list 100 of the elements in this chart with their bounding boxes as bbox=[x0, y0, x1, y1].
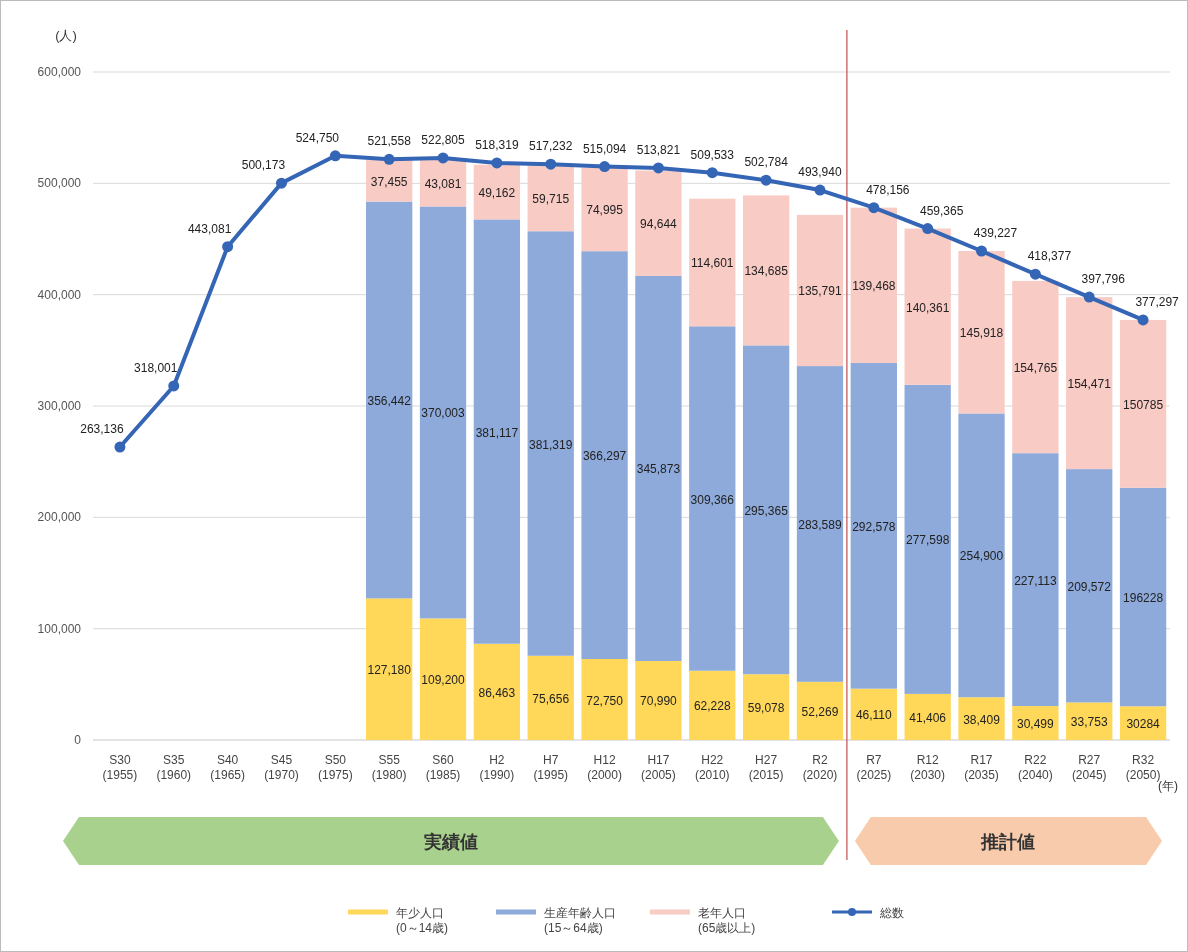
point bbox=[706, 167, 718, 179]
y-tick-label: 300,000 bbox=[37, 399, 82, 413]
bar bbox=[796, 366, 844, 682]
x-tick-label: S30 (1955) bbox=[102, 753, 138, 782]
bar bbox=[958, 697, 1005, 740]
point bbox=[760, 174, 772, 186]
data-label: 318,001 bbox=[134, 360, 178, 375]
x-tick-label: H12 (2000) bbox=[587, 753, 622, 782]
data-label: 59,715 bbox=[532, 191, 570, 206]
data-label: 517,232 bbox=[529, 139, 573, 154]
data-label: 356,442 bbox=[367, 393, 412, 408]
x-tick-label: S55 (1980) bbox=[371, 753, 407, 782]
data-label: 33,753 bbox=[1070, 715, 1108, 730]
x-tick-label: R22 (2040) bbox=[1018, 753, 1053, 782]
bar bbox=[796, 214, 844, 367]
data-label: 52,269 bbox=[801, 704, 839, 719]
data-label: 521,558 bbox=[367, 134, 412, 149]
x-tick-label: H27 (2015) bbox=[748, 753, 784, 782]
point bbox=[329, 150, 341, 162]
bar bbox=[419, 206, 467, 619]
bar bbox=[581, 251, 628, 660]
x-tick-label: R7 (2025) bbox=[856, 753, 892, 782]
data-label: 277,598 bbox=[905, 533, 950, 548]
data-label: 134,685 bbox=[744, 264, 789, 279]
data-label: 524,750 bbox=[295, 130, 340, 145]
x-axis-title: (年) bbox=[1158, 779, 1178, 793]
data-label: 43,081 bbox=[424, 176, 462, 191]
bar bbox=[1119, 319, 1167, 488]
data-label: 109,200 bbox=[421, 673, 466, 688]
data-label: 418,377 bbox=[1027, 249, 1072, 264]
bar bbox=[635, 660, 682, 740]
bar bbox=[904, 384, 951, 694]
point bbox=[491, 157, 503, 169]
point bbox=[868, 202, 880, 214]
data-label: 49,162 bbox=[478, 186, 516, 201]
point bbox=[814, 184, 826, 196]
data-label: 41,406 bbox=[909, 710, 947, 725]
bar bbox=[473, 643, 521, 740]
data-label: 127,180 bbox=[367, 663, 412, 678]
x-tick-label: R17 (2035) bbox=[964, 753, 999, 782]
data-label: 522,805 bbox=[421, 132, 466, 147]
bar bbox=[742, 195, 790, 346]
bar bbox=[958, 250, 1005, 414]
bar bbox=[635, 170, 682, 276]
data-label: 37,455 bbox=[370, 174, 408, 189]
data-label: 292,578 bbox=[852, 519, 896, 534]
bar bbox=[366, 598, 413, 740]
y-tick-label: 500,000 bbox=[37, 176, 82, 191]
data-label: 381,117 bbox=[475, 425, 519, 440]
data-label: 397,796 bbox=[1081, 272, 1126, 287]
y-tick-label: 400,000 bbox=[37, 287, 82, 302]
bar bbox=[904, 228, 951, 385]
point bbox=[599, 161, 611, 173]
y-axis-title: (人) bbox=[55, 28, 77, 43]
data-label: 478,156 bbox=[866, 182, 910, 197]
data-label: 502,784 bbox=[744, 155, 789, 170]
x-tick-label: R12 (2030) bbox=[910, 753, 946, 782]
data-label: 443,081 bbox=[187, 221, 232, 236]
bar bbox=[1012, 453, 1059, 707]
data-label: 150785 bbox=[1123, 397, 1164, 412]
data-label: 154,471 bbox=[1067, 377, 1112, 392]
data-label: 370,003 bbox=[421, 406, 466, 421]
y-tick-label: 600,000 bbox=[37, 65, 82, 79]
data-label: 366,297 bbox=[582, 449, 627, 464]
bar bbox=[1119, 487, 1167, 707]
data-label: 283,589 bbox=[798, 517, 842, 532]
data-label: 154,765 bbox=[1013, 361, 1058, 376]
bar bbox=[1066, 469, 1113, 703]
data-label: 459,365 bbox=[919, 203, 964, 218]
x-tick-label: S50 (1975) bbox=[317, 753, 353, 782]
bar bbox=[958, 413, 1005, 698]
data-label: 94,644 bbox=[640, 217, 678, 232]
data-label: 196228 bbox=[1123, 591, 1164, 606]
x-tick-label: S60 (1985) bbox=[425, 753, 461, 782]
legend-label: 生産年齢人口 (15～64歳) bbox=[544, 906, 616, 935]
data-label: 439,227 bbox=[973, 225, 1018, 240]
data-label: 518,319 bbox=[475, 137, 519, 152]
bar bbox=[689, 198, 736, 327]
data-label: 309,366 bbox=[690, 492, 735, 507]
bar bbox=[796, 681, 844, 740]
x-tick-label: H22 (2010) bbox=[694, 753, 730, 782]
x-tick-label: H7 (1995) bbox=[533, 753, 569, 782]
point bbox=[1029, 268, 1041, 280]
point bbox=[383, 153, 395, 165]
data-label: 62,228 bbox=[693, 699, 731, 714]
data-label: 135,791 bbox=[798, 284, 842, 299]
point bbox=[652, 162, 664, 174]
data-label: 72,750 bbox=[586, 693, 624, 708]
x-tick-label: H17 (2005) bbox=[641, 753, 676, 782]
point bbox=[976, 245, 988, 257]
bar bbox=[581, 659, 628, 740]
y-tick-label: 0 bbox=[74, 733, 82, 747]
point bbox=[168, 380, 180, 392]
bar bbox=[689, 670, 736, 740]
x-tick-label: R2 (2020) bbox=[802, 753, 838, 782]
data-label: 46,110 bbox=[855, 708, 893, 723]
data-label: 145,918 bbox=[959, 326, 1004, 341]
data-label: 209,572 bbox=[1067, 579, 1112, 594]
bar bbox=[850, 688, 897, 740]
bar bbox=[1066, 297, 1113, 470]
